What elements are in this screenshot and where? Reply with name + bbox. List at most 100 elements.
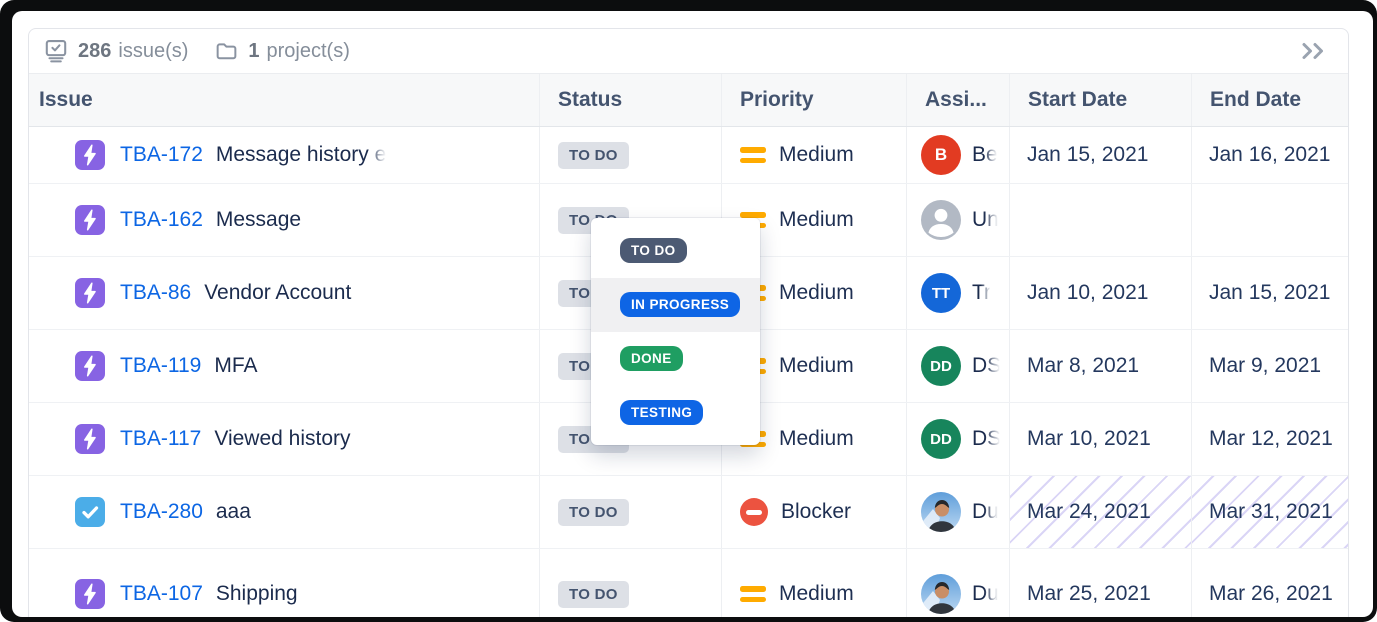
start-date-cell[interactable] <box>1009 184 1191 256</box>
avatar: B <box>921 135 961 175</box>
projects-count-label: project(s) <box>266 39 350 62</box>
priority-label: Medium <box>779 143 854 166</box>
issue-summary: Vendor Account <box>204 281 352 304</box>
checkmark-icon <box>75 497 105 527</box>
table-header: Issue Status Priority Assi... Start Date… <box>29 73 1348 127</box>
issues-count: 286 <box>78 39 112 62</box>
bolt-icon <box>75 579 105 609</box>
column-header-end-date: End Date <box>1191 74 1348 126</box>
start-date-cell[interactable]: Mar 24, 2021 <box>1009 476 1191 548</box>
panel-toolbar: 286 issue(s) 1 project(s) <box>29 29 1348 73</box>
issue-cell[interactable]: TBA-119 MFA <box>29 330 539 402</box>
issues-count-label: issue(s) <box>118 39 189 62</box>
status-lozenge-to-do: TO DO <box>620 238 687 264</box>
issue-summary: aaa <box>215 500 251 523</box>
status-option-done[interactable]: DONE <box>591 332 760 386</box>
avatar <box>921 492 961 532</box>
issue-type-icon <box>75 140 105 170</box>
end-date-cell[interactable]: Mar 12, 2021 <box>1191 403 1348 475</box>
issue-key-link[interactable]: TBA-117 <box>120 427 202 450</box>
priority-cell[interactable]: Medium <box>721 127 906 183</box>
assignee-cell[interactable]: B Be <box>906 127 1009 183</box>
priority-label: Medium <box>779 281 854 304</box>
end-date-cell[interactable]: Jan 15, 2021 <box>1191 257 1348 329</box>
status-cell[interactable]: TO DO <box>539 476 721 548</box>
medium-priority-icon <box>740 147 766 163</box>
issue-summary: Shipping <box>215 582 298 605</box>
table-row-tba-107[interactable]: TBA-107 Shipping TO DO Medium Du Mar 25,… <box>29 548 1348 617</box>
issue-key-link[interactable]: TBA-119 <box>120 354 202 377</box>
end-date-cell[interactable]: Jan 16, 2021 <box>1191 127 1348 183</box>
priority-cell[interactable]: Medium <box>721 549 906 617</box>
issue-key-link[interactable]: TBA-280 <box>120 500 203 523</box>
issue-cell[interactable]: TBA-172 Message history e <box>29 127 539 183</box>
issue-key-link[interactable]: TBA-172 <box>120 143 203 166</box>
status-lozenge-testing: TESTING <box>620 399 704 425</box>
start-date-cell[interactable]: Mar 25, 2021 <box>1009 549 1191 617</box>
column-header-priority: Priority <box>721 74 906 126</box>
end-date-cell[interactable] <box>1191 184 1348 256</box>
assignee-cell[interactable]: TT Tr <box>906 257 1009 329</box>
avatar: TT <box>921 273 961 313</box>
status-cell[interactable]: TO DO <box>539 549 721 617</box>
issue-summary: Message <box>215 208 302 231</box>
issue-type-icon <box>75 579 105 609</box>
start-date-cell[interactable]: Jan 10, 2021 <box>1009 257 1191 329</box>
column-header-start-date: Start Date <box>1009 74 1191 126</box>
status-cell[interactable]: TO DO <box>539 127 721 183</box>
issue-cell[interactable]: TBA-117 Viewed history <box>29 403 539 475</box>
bolt-icon <box>75 278 105 308</box>
person-silhouette-icon <box>928 208 954 238</box>
assignee-name: DS <box>972 427 1002 450</box>
avatar: DD <box>921 346 961 386</box>
issue-key-link[interactable]: TBA-162 <box>120 208 203 231</box>
issues-stack-icon <box>43 38 69 64</box>
assignee-name: Be <box>972 143 998 166</box>
assignee-cell[interactable]: DD DS <box>906 330 1009 402</box>
assignee-cell[interactable]: Un <box>906 184 1009 256</box>
assignee-name: Du <box>972 582 999 605</box>
medium-priority-icon <box>740 586 766 602</box>
assignee-cell[interactable]: DD DS <box>906 403 1009 475</box>
issue-cell[interactable]: TBA-86 Vendor Account <box>29 257 539 329</box>
avatar <box>921 200 961 240</box>
end-date-cell[interactable]: Mar 9, 2021 <box>1191 330 1348 402</box>
assignee-cell[interactable]: Du <box>906 549 1009 617</box>
start-date-cell[interactable]: Mar 10, 2021 <box>1009 403 1191 475</box>
double-chevron-right-icon[interactable] <box>1296 39 1330 63</box>
avatar: DD <box>921 419 961 459</box>
priority-label: Medium <box>779 582 854 605</box>
assignee-cell[interactable]: Du <box>906 476 1009 548</box>
status-option-testing[interactable]: TESTING <box>591 385 760 439</box>
bolt-icon <box>75 351 105 381</box>
end-date-cell[interactable]: Mar 26, 2021 <box>1191 549 1348 617</box>
start-date-cell[interactable]: Mar 8, 2021 <box>1009 330 1191 402</box>
projects-count: 1 <box>248 39 260 62</box>
status-lozenge-in-progress: IN PROGRESS <box>620 292 741 318</box>
priority-cell[interactable]: Blocker <box>721 476 906 548</box>
status-badge: TO DO <box>558 141 629 169</box>
issue-key-link[interactable]: TBA-86 <box>120 281 192 304</box>
column-header-assignee: Assi... <box>906 74 1009 126</box>
end-date-cell[interactable]: Mar 31, 2021 <box>1191 476 1348 548</box>
bolt-icon <box>75 205 105 235</box>
status-badge: TO DO <box>558 498 629 526</box>
start-date-cell[interactable]: Jan 15, 2021 <box>1009 127 1191 183</box>
status-option-to-do[interactable]: TO DO <box>591 224 760 278</box>
issue-cell[interactable]: TBA-107 Shipping <box>29 549 539 617</box>
assignee-name: Tr <box>972 281 992 304</box>
table-row-tba-280[interactable]: TBA-280 aaa TO DO Blocker Du Mar 24, 202… <box>29 475 1348 548</box>
bolt-icon <box>75 424 105 454</box>
issue-key-link[interactable]: TBA-107 <box>120 582 203 605</box>
issue-cell[interactable]: TBA-280 aaa <box>29 476 539 548</box>
assignee-name: Du <box>972 500 999 523</box>
assignee-name: Un <box>972 208 999 231</box>
issue-cell[interactable]: TBA-162 Message <box>29 184 539 256</box>
table-row-tba-172[interactable]: TBA-172 Message history e TO DO Medium B… <box>29 127 1348 183</box>
status-lozenge-done: DONE <box>620 345 683 371</box>
issue-type-icon <box>75 351 105 381</box>
status-option-in-progress[interactable]: IN PROGRESS <box>591 277 760 332</box>
status-dropdown: TO DO IN PROGRESS DONE TESTING <box>591 218 760 445</box>
status-badge: TO DO <box>558 580 629 608</box>
user-photo <box>921 492 961 532</box>
